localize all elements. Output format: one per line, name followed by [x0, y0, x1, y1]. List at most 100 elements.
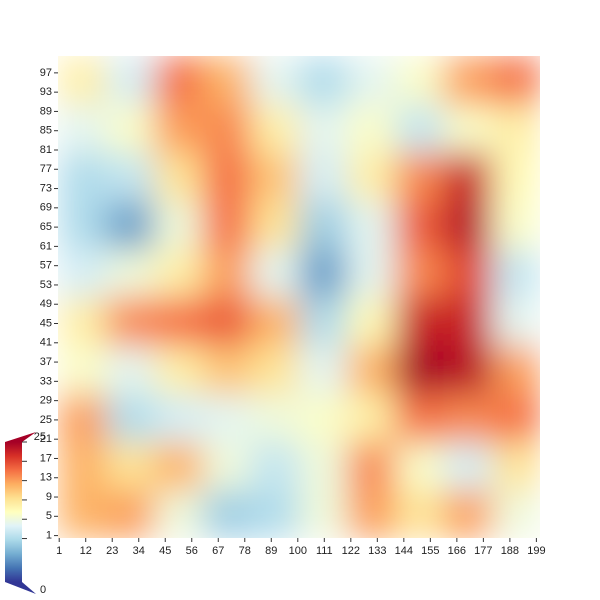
heat-cell	[202, 200, 252, 250]
y-tick-label: 69	[40, 202, 52, 214]
heat-cell	[491, 104, 540, 153]
x-tick-label: 34	[133, 545, 145, 557]
y-tick-label: 45	[40, 317, 52, 329]
heat-cell	[299, 200, 348, 250]
heat-cell	[395, 489, 445, 538]
heat-cell	[347, 200, 396, 250]
y-tick-label: 53	[40, 279, 52, 291]
heat-cell	[443, 56, 493, 105]
heat-cell	[250, 489, 300, 538]
heat-cell	[299, 441, 348, 491]
x-tick-label: 177	[474, 545, 492, 557]
y-tick-label: 21	[40, 433, 52, 445]
heat-cell	[202, 297, 252, 346]
y-tick-label: 81	[40, 144, 52, 156]
heat-cell	[491, 56, 540, 105]
x-tick-label: 78	[239, 545, 251, 557]
y-tick-label: 65	[40, 221, 52, 233]
heat-cell	[299, 297, 348, 346]
heat-cell	[154, 248, 204, 298]
y-tick-label: 93	[40, 86, 52, 98]
heat-cell	[250, 248, 300, 298]
heat-cell	[106, 248, 155, 298]
y-tick-label: 25	[40, 414, 52, 426]
heat-cell	[443, 200, 493, 250]
x-tick-label: 199	[527, 545, 545, 557]
heat-cell	[106, 297, 155, 346]
heat-cell	[106, 200, 155, 250]
x-tick-label: 45	[159, 545, 171, 557]
y-tick-label: 1	[46, 529, 52, 541]
heat-cell	[58, 152, 107, 202]
heat-cell	[347, 441, 396, 491]
heat-cell	[443, 104, 493, 153]
heat-cell	[58, 489, 107, 538]
x-tick-label: 56	[186, 545, 198, 557]
x-tick-label: 144	[395, 545, 413, 557]
heat-cell	[154, 200, 204, 250]
x-tick-label: 133	[368, 545, 386, 557]
y-tick-label: 9	[46, 491, 52, 503]
heat-cell	[58, 441, 107, 491]
heat-cell	[395, 152, 445, 202]
heat-cell	[58, 345, 107, 394]
y-tick-label: 97	[40, 67, 52, 79]
heat-cell	[202, 152, 252, 202]
heat-cell	[491, 441, 540, 491]
heat-cell	[299, 248, 348, 298]
y-tick-label: 73	[40, 182, 52, 194]
heat-cell	[347, 345, 396, 394]
x-tick-label: 1	[56, 545, 62, 557]
heat-cell	[491, 152, 540, 202]
heat-cell	[154, 297, 204, 346]
y-tick-label: 49	[40, 298, 52, 310]
heat-cell	[347, 56, 396, 105]
heat-cell	[299, 152, 348, 202]
heat-cell	[395, 56, 445, 105]
x-tick-label: 12	[80, 545, 92, 557]
colorbar-min-label: 0	[40, 584, 46, 596]
heat-cell	[58, 297, 107, 346]
heat-cell	[106, 152, 155, 202]
heat-cell	[250, 152, 300, 202]
heatmap	[58, 56, 540, 538]
heat-cell	[154, 489, 204, 538]
heat-cell	[491, 345, 540, 394]
x-tick-label: 155	[421, 545, 439, 557]
heat-cell	[395, 104, 445, 153]
x-tick-label: 89	[265, 545, 277, 557]
y-tick-label: 33	[40, 375, 52, 387]
heat-cell	[58, 200, 107, 250]
x-tick-label: 122	[342, 545, 360, 557]
heat-cell	[106, 56, 155, 105]
x-tick-label: 67	[212, 545, 224, 557]
heat-cell	[443, 248, 493, 298]
colorbar	[5, 442, 22, 582]
colorbar-extend-max	[5, 432, 36, 442]
heat-cell	[58, 104, 107, 153]
heat-cell	[154, 393, 204, 443]
heat-cell	[250, 297, 300, 346]
x-tick-label: 166	[448, 545, 466, 557]
heat-cell	[154, 152, 204, 202]
y-tick-label: 5	[46, 510, 52, 522]
y-tick-label: 37	[40, 356, 52, 368]
heat-cell	[347, 297, 396, 346]
y-tick-label: 41	[40, 337, 52, 349]
heat-cell	[202, 248, 252, 298]
heat-cell	[395, 345, 445, 394]
y-tick-label: 17	[40, 452, 52, 464]
y-tick-label: 61	[40, 240, 52, 252]
heat-cell	[58, 393, 107, 443]
heat-cell	[106, 489, 155, 538]
heat-cell	[395, 297, 445, 346]
heat-cell	[58, 56, 107, 105]
heat-cell	[443, 441, 493, 491]
heat-cell	[443, 489, 493, 538]
heat-cell	[154, 441, 204, 491]
y-tick-label: 57	[40, 260, 52, 272]
heat-cell	[395, 248, 445, 298]
heat-cell	[250, 441, 300, 491]
heat-cell	[250, 56, 300, 105]
heat-cell	[202, 489, 252, 538]
